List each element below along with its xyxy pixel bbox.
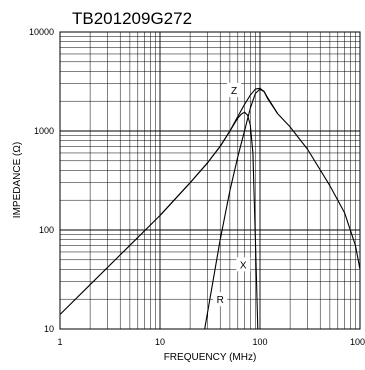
curve-label-z: Z — [231, 86, 237, 97]
curve-label-background — [236, 257, 251, 272]
x-tick-label: 1000 — [350, 337, 365, 347]
y-tick-label: 10000 — [29, 27, 54, 37]
y-tick-label: 100 — [39, 225, 54, 235]
series-x-line — [159, 111, 259, 330]
curve-label-x: X — [240, 260, 247, 271]
y-tick-label: 10 — [44, 324, 54, 334]
chart-title: TB201209G272 — [72, 9, 192, 28]
curve-labels: Z X R — [213, 82, 251, 307]
x-tick-label: 100 — [252, 337, 267, 347]
x-tick-label: 1 — [57, 337, 62, 347]
y-tick-labels: 10 100 1000 10000 — [29, 27, 54, 334]
plot-frame — [59, 31, 361, 330]
grid-lines — [60, 32, 360, 329]
curve-label-background — [213, 292, 228, 307]
y-tick-label: 1000 — [34, 126, 54, 136]
x-tick-label: 10 — [155, 337, 165, 347]
series-lines — [59, 87, 361, 330]
y-axis-label: IMPEDANCE (Ω) — [12, 142, 23, 218]
curve-label-background — [227, 82, 242, 97]
x-axis-label: FREQUENCY (MHz) — [164, 352, 257, 363]
curve-label-r: R — [217, 295, 224, 306]
series-r-line — [204, 88, 279, 330]
series-z-line — [59, 87, 361, 315]
x-tick-labels: 1 10 100 1000 — [57, 337, 365, 347]
